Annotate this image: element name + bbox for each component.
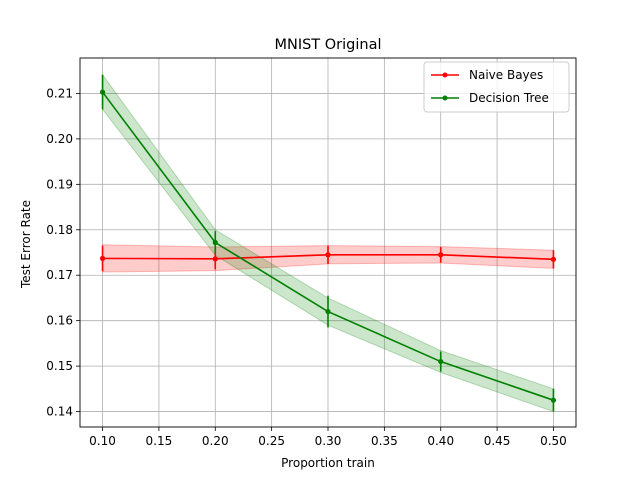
x-tick-label: 0.20 <box>202 434 229 448</box>
data-point-decision-tree <box>212 239 218 246</box>
y-tick-label: 0.19 <box>46 177 73 191</box>
data-point-decision-tree <box>550 397 557 403</box>
y-tick-label: 0.15 <box>46 359 73 373</box>
y-tick-label: 0.20 <box>46 132 73 146</box>
axis-ticks: 0.10 0.15 0.20 0.25 0.30 0.35 0.40 0.45 0.50 0.14… <box>46 86 567 448</box>
x-tick-label: 0.45 <box>484 434 511 448</box>
x-tick-label: 0.25 <box>258 434 285 448</box>
legend: Naive Bayes Decision Tree <box>423 61 570 113</box>
x-tick-label: 0.50 <box>540 434 567 448</box>
grid-lines <box>80 58 576 427</box>
y-tick-label: 0.18 <box>46 223 73 237</box>
legend-label-decision-tree: Decision Tree <box>469 91 549 105</box>
data-point-naive-bayes <box>550 256 557 262</box>
x-tick-label: 0.10 <box>89 434 116 448</box>
data-point-decision-tree <box>99 89 106 95</box>
x-tick-label: 0.30 <box>315 434 342 448</box>
legend-marker-decision-tree <box>442 95 448 101</box>
y-tick-label: 0.14 <box>46 405 73 419</box>
data-point-decision-tree <box>325 308 331 315</box>
data-point-naive-bayes <box>325 252 331 258</box>
y-tick-label: 0.16 <box>46 314 73 328</box>
legend-box <box>423 61 570 113</box>
series-lines <box>99 74 557 412</box>
x-axis-label: Proportion train <box>281 456 375 470</box>
data-point-decision-tree <box>438 358 444 365</box>
y-tick-label: 0.21 <box>46 86 73 100</box>
band-decision-tree <box>102 73 554 413</box>
x-tick-label: 0.40 <box>427 434 454 448</box>
x-tick-label: 0.15 <box>146 434 173 448</box>
chart-title: MNIST Original <box>274 37 381 53</box>
data-point-naive-bayes <box>212 256 218 262</box>
x-tick-label: 0.35 <box>371 434 398 448</box>
data-point-naive-bayes <box>99 255 106 262</box>
y-axis-label: Test Error Rate <box>19 200 33 289</box>
legend-label-naive-bayes: Naive Bayes <box>469 68 543 82</box>
data-point-naive-bayes <box>438 252 444 258</box>
legend-marker-naive-bayes <box>442 72 448 78</box>
y-tick-label: 0.17 <box>46 268 73 282</box>
